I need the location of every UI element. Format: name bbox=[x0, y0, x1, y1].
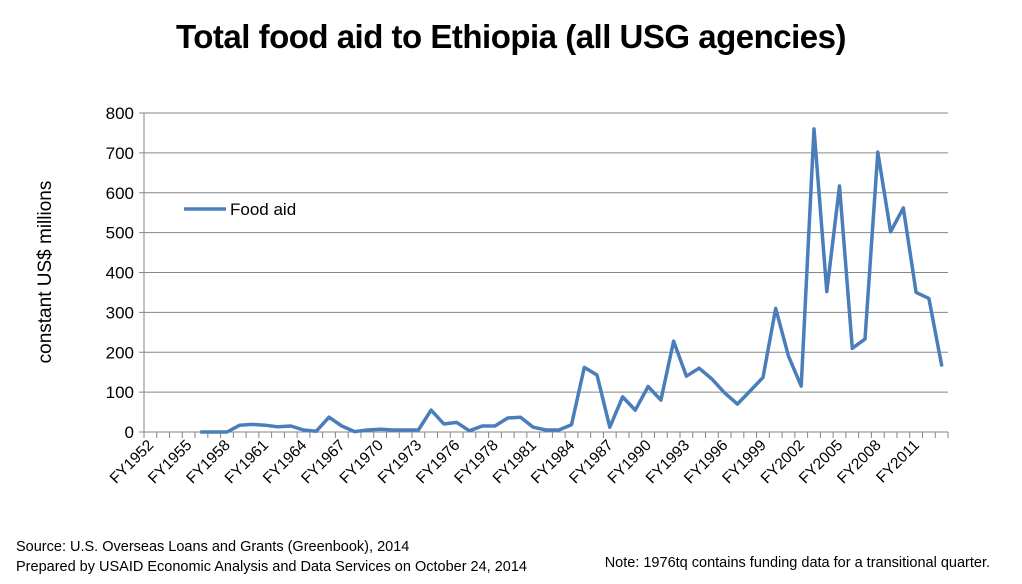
chart-title: Total food aid to Ethiopia (all USG agen… bbox=[176, 18, 846, 55]
series-line-food-aid bbox=[199, 127, 944, 434]
y-tick-label: 200 bbox=[106, 343, 134, 362]
y-tick-label: 0 bbox=[125, 423, 134, 442]
legend: Food aid bbox=[184, 200, 296, 219]
source-note: Source: U.S. Overseas Loans and Grants (… bbox=[16, 539, 410, 555]
y-tick-label: 500 bbox=[106, 224, 134, 243]
y-tick-label: 700 bbox=[106, 144, 134, 163]
y-tick-label: 100 bbox=[106, 383, 134, 402]
x-tick-label: FY2011 bbox=[873, 437, 923, 487]
legend-label: Food aid bbox=[230, 200, 296, 219]
y-tick-label: 300 bbox=[106, 303, 134, 322]
transitional-quarter-note: Note: 1976tq contains funding data for a… bbox=[604, 555, 990, 571]
y-tick-label: 600 bbox=[106, 184, 134, 203]
footer-left: Source: U.S. Overseas Loans and Grants (… bbox=[16, 537, 527, 577]
y-tick-label: 400 bbox=[106, 264, 134, 283]
prepared-note: Prepared by USAID Economic Analysis and … bbox=[16, 559, 527, 575]
y-tick-label: 800 bbox=[106, 104, 134, 123]
x-axis bbox=[143, 113, 949, 438]
y-axis-ticks: 0 100 200 300 400 500 600 700 800 bbox=[106, 104, 144, 442]
series-layer bbox=[199, 127, 944, 434]
x-axis-tick-labels: FY1952FY1955FY1958FY1961FY1964FY1967FY19… bbox=[107, 437, 923, 488]
gridlines bbox=[144, 112, 948, 393]
